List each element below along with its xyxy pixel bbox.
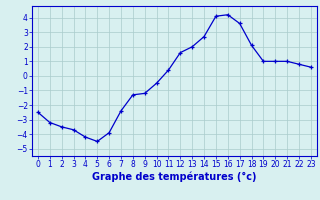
X-axis label: Graphe des températures (°c): Graphe des températures (°c) xyxy=(92,172,257,182)
